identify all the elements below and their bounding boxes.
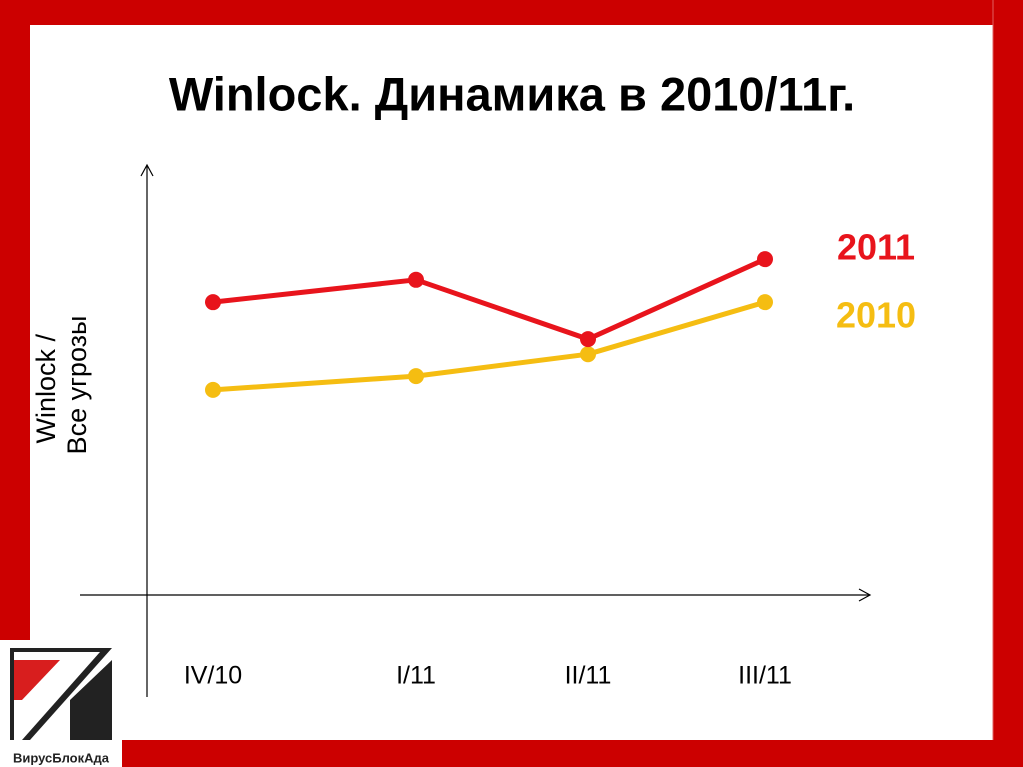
legend-label: 2010 (836, 295, 916, 336)
logo: ВирусБлокАда (0, 640, 122, 767)
x-tick-label: III/11 (738, 662, 792, 690)
x-tick-label: I/11 (396, 662, 436, 690)
legend-label: 2011 (837, 227, 915, 268)
logo-shape (70, 660, 112, 740)
data-point (757, 251, 773, 268)
data-point (408, 271, 424, 288)
x-tick-label: II/11 (565, 662, 612, 690)
data-point (205, 294, 221, 311)
data-point (205, 381, 221, 398)
series-line (212, 256, 767, 342)
data-point (408, 368, 424, 385)
slide-area (30, 25, 993, 740)
slide-title: Winlock. Динамика в 2010/11г. (169, 67, 855, 120)
series-line (212, 299, 766, 393)
logo-shape (14, 660, 60, 700)
data-point (580, 346, 596, 363)
x-tick-label: IV/10 (184, 662, 242, 690)
x-axis-arrow (858, 588, 872, 602)
data-point (757, 294, 773, 311)
y-axis-arrow (140, 163, 154, 177)
logo-text: ВирусБлокАда (13, 750, 110, 765)
y-axis-label: Winlock / Все угрозы (31, 316, 92, 455)
y-axis-label-line: Winlock / (31, 334, 61, 444)
data-point (580, 331, 596, 348)
y-axis-label-line: Все угрозы (62, 316, 92, 455)
